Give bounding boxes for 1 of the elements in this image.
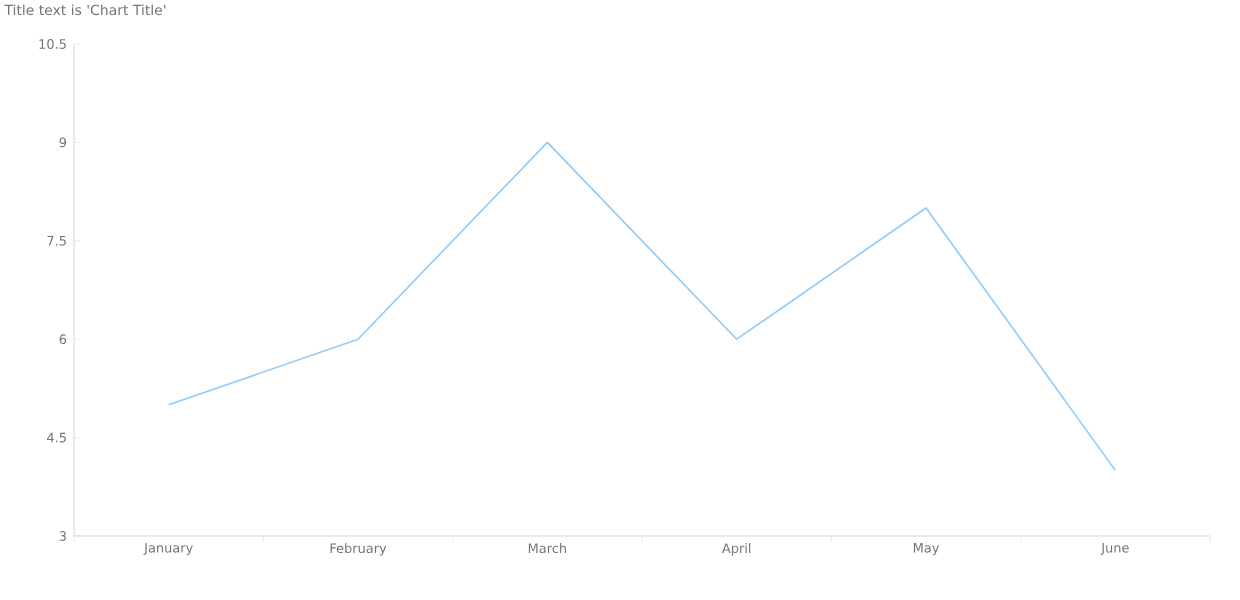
line-series — [167, 141, 1117, 472]
